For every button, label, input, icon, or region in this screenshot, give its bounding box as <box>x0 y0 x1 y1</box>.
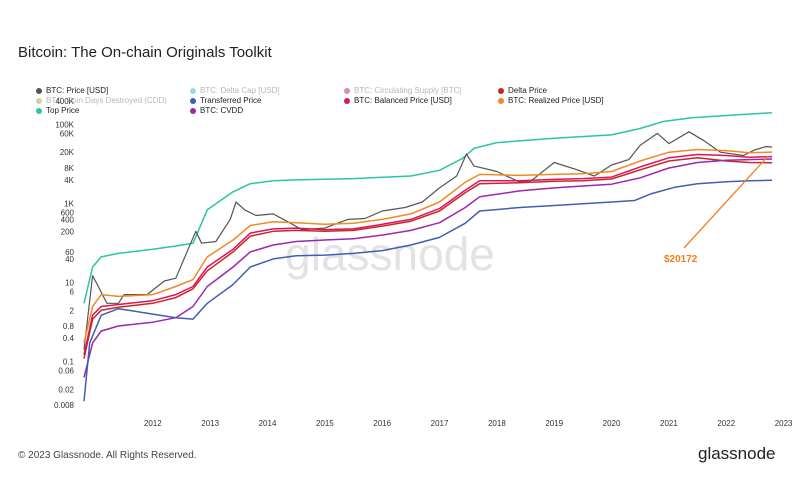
legend-label: BTC: Delta Cap [USD] <box>200 86 280 95</box>
y-tick-label: 0.1 <box>63 358 75 367</box>
y-tick-label: 0.02 <box>58 385 74 394</box>
x-tick-label: 2019 <box>545 419 563 428</box>
legend-swatch <box>498 97 504 104</box>
legend-swatch <box>344 87 350 94</box>
legend-item-btc-price[interactable]: BTC: Price [USD] <box>36 86 108 95</box>
y-tick-label: 0.008 <box>54 401 75 410</box>
y-tick-label: 400K <box>55 97 74 106</box>
x-axis: 2012 2013 2014 2015 2016 2017 2018 2019 2020 2021… <box>144 419 793 428</box>
series-line-transferred-price <box>83 179 773 402</box>
legend-swatch <box>190 97 196 104</box>
y-tick-label: 8K <box>64 164 74 173</box>
annotation-pointer <box>683 155 769 249</box>
y-tick-label: 20K <box>60 148 75 157</box>
legend-item-circulating-supply[interactable]: BTC: Circulating Supply [BTC] <box>344 86 462 95</box>
legend-label: BTC: Price [USD] <box>46 86 109 95</box>
y-tick-label: 10 <box>65 279 74 288</box>
y-tick-label: 0.06 <box>58 366 74 375</box>
legend-swatch <box>36 97 42 104</box>
series-line-top-price <box>83 111 773 304</box>
legend-item-balanced-price[interactable]: BTC: Balanced Price [USD] <box>344 96 452 105</box>
legend-item-transferred-price[interactable]: Transferred Price <box>190 96 262 105</box>
series-line-btc-balanced-price-usd <box>83 153 773 355</box>
legend-label: Top Price <box>46 106 80 115</box>
x-tick-label: 2020 <box>603 419 621 428</box>
y-tick-label: 60 <box>65 248 74 257</box>
y-tick-label: 200 <box>61 227 75 236</box>
legend-swatch <box>190 87 196 94</box>
series-line-btc-cvdd <box>83 158 773 378</box>
legend-label: BTC: Coin Days Destroyed (CDD) <box>46 96 167 105</box>
brand-logo: glassnode <box>698 444 776 463</box>
x-tick-label: 2016 <box>373 419 391 428</box>
legend-label: Delta Price <box>508 86 548 95</box>
y-tick-label: 4K <box>64 176 74 185</box>
y-tick-label: 0.8 <box>63 322 75 331</box>
legend-swatch <box>36 87 42 94</box>
legend-item-top-price[interactable]: Top Price <box>36 106 79 115</box>
y-tick-label: 600 <box>61 208 75 217</box>
legend-swatch <box>344 97 350 104</box>
x-tick-label: 2023 <box>775 419 793 428</box>
legend-item-delta-price[interactable]: Delta Price <box>498 86 547 95</box>
y-tick-label: 60K <box>60 129 75 138</box>
chart-title: Bitcoin: The On-chain Originals Toolkit <box>18 44 272 61</box>
y-tick-label: 100K <box>55 121 74 130</box>
series-line-delta-price <box>83 157 773 359</box>
legend-item-cvdd[interactable]: BTC: CVDD <box>190 106 243 115</box>
x-tick-label: 2014 <box>259 419 277 428</box>
y-tick-label: 400 <box>61 215 75 224</box>
y-tick-label: 40 <box>65 255 74 264</box>
y-tick-label: 6 <box>70 287 75 296</box>
watermark: glassnode <box>285 228 495 280</box>
x-tick-label: 2021 <box>660 419 678 428</box>
x-tick-label: 2022 <box>717 419 735 428</box>
y-tick-label: 0.4 <box>63 334 75 343</box>
legend-swatch <box>498 87 504 94</box>
legend-item-delta-cap[interactable]: BTC: Delta Cap [USD] <box>190 86 280 95</box>
legend-swatch <box>190 107 196 114</box>
annotation-label: $20172 <box>664 254 698 265</box>
legend-label: BTC: Balanced Price [USD] <box>354 96 452 105</box>
legend-label: BTC: CVDD <box>200 106 244 115</box>
legend-label: Transferred Price <box>200 96 262 105</box>
x-tick-label: 2013 <box>201 419 219 428</box>
x-tick-label: 2017 <box>431 419 449 428</box>
y-tick-label: 1K <box>64 200 74 209</box>
y-tick-label: 2 <box>70 306 75 315</box>
legend-item-realized-price[interactable]: BTC: Realized Price [USD] <box>498 96 604 105</box>
copyright-text: © 2023 Glassnode. All Rights Reserved. <box>18 450 197 461</box>
legend-label: BTC: Circulating Supply [BTC] <box>354 86 462 95</box>
y-axis: 0.0080.020.060.10.40.8261040602004006001… <box>54 97 75 410</box>
x-tick-label: 2015 <box>316 419 334 428</box>
x-tick-label: 2018 <box>488 419 506 428</box>
legend-swatch <box>36 107 42 114</box>
series-line-btc-price-usd <box>83 131 773 350</box>
legend-label: BTC: Realized Price [USD] <box>508 96 604 105</box>
series-line-btc-realized-price-usd <box>83 148 773 344</box>
series-layer <box>83 111 773 402</box>
x-tick-label: 2012 <box>144 419 162 428</box>
legend-item-cdd[interactable]: BTC: Coin Days Destroyed (CDD) <box>36 96 167 105</box>
